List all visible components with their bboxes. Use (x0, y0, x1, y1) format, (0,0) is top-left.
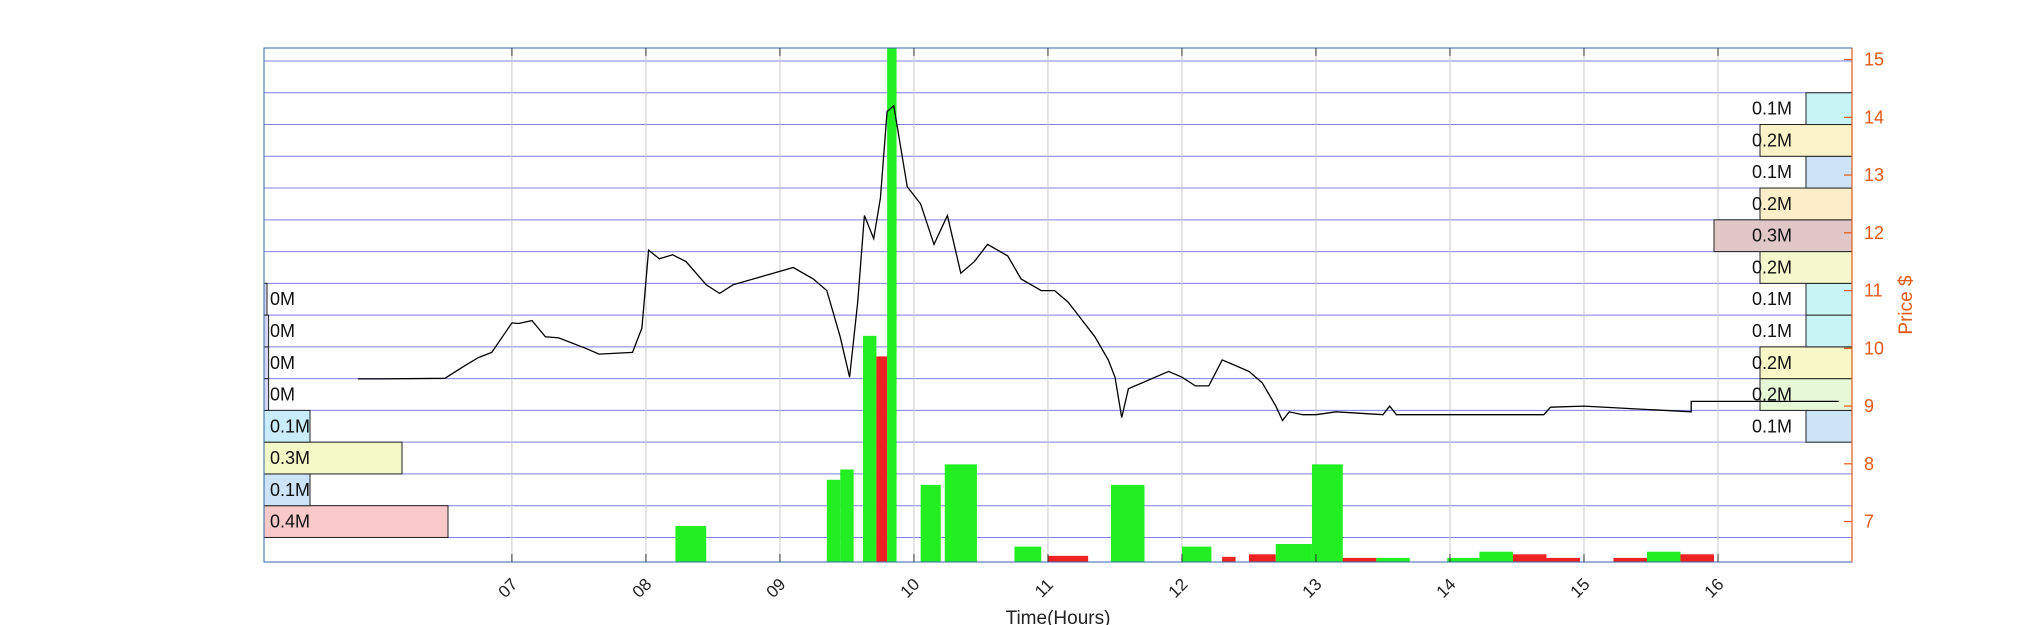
up-volume-bar (1311, 464, 1343, 562)
up-volume-bar (1646, 551, 1681, 562)
left-profile-bar (263, 505, 449, 538)
left-profile-label: 0.4M (270, 512, 310, 532)
x-tick-label: 09 (763, 575, 790, 602)
x-tick-label: 16 (1701, 575, 1728, 602)
right-profile-bar (1805, 409, 1853, 443)
right-profile-bar (1805, 92, 1853, 126)
x-tick-label: 08 (629, 575, 656, 602)
up-volume-bar (1275, 544, 1312, 562)
x-tick-label: 12 (1165, 575, 1192, 602)
right-profile-label: 0.2M (1752, 353, 1792, 373)
down-volume-bar (1613, 557, 1647, 562)
right-profile-bar (1759, 187, 1853, 221)
x-tick-label: 11 (1031, 575, 1057, 601)
y-axis-title: Price $ (1896, 275, 1917, 335)
up-volume-bar (863, 335, 877, 562)
left-profile-bar (263, 314, 270, 348)
left-profile-label: 0M (270, 321, 295, 341)
left-profile-bar (263, 473, 311, 507)
y-tick-label: 12 (1864, 223, 1884, 243)
y-tick-label: 10 (1864, 338, 1884, 358)
up-volume-bar (944, 464, 977, 562)
left-profile-label: 0.1M (270, 416, 310, 436)
price-series (357, 104, 1839, 422)
right-profile-bar (1759, 346, 1853, 380)
x-tick-label: 14 (1433, 575, 1460, 602)
up-volume-bar (887, 48, 897, 562)
right-profile-label: 0.2M (1752, 194, 1792, 214)
y-tick-label: 8 (1864, 454, 1874, 474)
up-volume-bar (920, 484, 941, 562)
y-tick-label: 7 (1864, 512, 1874, 532)
right-profile-bar (1713, 219, 1853, 253)
x-tick-label: 15 (1567, 575, 1594, 602)
down-volume-bar (1248, 554, 1276, 562)
left-profile-bar (263, 409, 311, 443)
right-profile-bar (1759, 378, 1853, 411)
down-volume-bar (1047, 555, 1089, 562)
up-volume-bar (840, 469, 854, 562)
left-volume-profile: 0.4M 0.1M 0.3M 0.1M 0M 0M 0M 0M (263, 282, 449, 538)
up-volume-bar (826, 479, 841, 562)
y-tick-label: 15 (1864, 50, 1884, 70)
right-profile-label: 0.1M (1752, 416, 1792, 436)
x-tick-label: 13 (1299, 575, 1326, 602)
up-volume-bar (675, 526, 707, 562)
plot-border (263, 47, 1853, 563)
right-profile-bar (1805, 155, 1853, 189)
left-profile-label: 0.3M (270, 448, 310, 468)
down-volume-bar (1222, 556, 1236, 562)
y-tick-label: 13 (1864, 165, 1884, 185)
right-profile-bar (1759, 124, 1853, 157)
right-profile-label: 0.2M (1752, 385, 1792, 405)
right-profile-bar (1805, 314, 1853, 348)
left-profile-label: 0M (270, 289, 295, 309)
down-volume-bar (1680, 554, 1714, 562)
down-volume-bar (876, 356, 888, 562)
down-volume-bar (1546, 557, 1580, 562)
right-profile-label: 0.1M (1752, 321, 1792, 341)
up-volume-bar (1014, 546, 1042, 562)
right-profile-label: 0.3M (1752, 226, 1792, 246)
right-profile-label: 0.1M (1752, 99, 1792, 119)
down-volume-bar (1342, 557, 1377, 562)
left-profile-label: 0M (270, 353, 295, 373)
left-profile-bar (263, 346, 270, 380)
x-tick-label: 07 (495, 575, 522, 602)
y-tick-label: 11 (1864, 281, 1883, 301)
x-tick-label: 10 (897, 575, 924, 602)
up-volume-bar (1376, 557, 1410, 562)
left-profile-label: 0M (270, 385, 295, 405)
grid-lines (264, 48, 1852, 562)
right-volume-profile: 0.1M 0.2M 0.2M 0.1M 0.1M 0.2M 0.3M 0.2M 0.1M 0.2M… (1713, 92, 1853, 443)
left-profile-label: 0.1M (270, 480, 310, 500)
x-axis-title: Time(Hours) (1006, 608, 1111, 625)
left-profile-bar (263, 378, 270, 411)
up-volume-bar (1447, 557, 1480, 562)
left-profile-bar (263, 441, 403, 475)
y-tick-label: 9 (1864, 396, 1874, 416)
y-tick-label: 14 (1864, 107, 1884, 127)
volume-bars (675, 48, 1714, 562)
right-profile-label: 0.2M (1752, 130, 1792, 150)
up-volume-bar (1479, 551, 1513, 562)
down-volume-bar (1512, 554, 1547, 562)
y-axis-ticks: 7 8 9 10 11 12 13 14 15 (1844, 50, 1884, 532)
plot-frame (263, 47, 1853, 563)
right-profile-label: 0.1M (1752, 162, 1792, 182)
right-profile-bar (1805, 282, 1853, 316)
right-profile-label: 0.1M (1752, 289, 1792, 309)
right-profile-label: 0.2M (1752, 257, 1792, 277)
right-profile-bar (1759, 251, 1853, 284)
up-volume-bar (1181, 546, 1212, 562)
price-line (357, 104, 1839, 422)
up-volume-bar (1110, 484, 1145, 562)
